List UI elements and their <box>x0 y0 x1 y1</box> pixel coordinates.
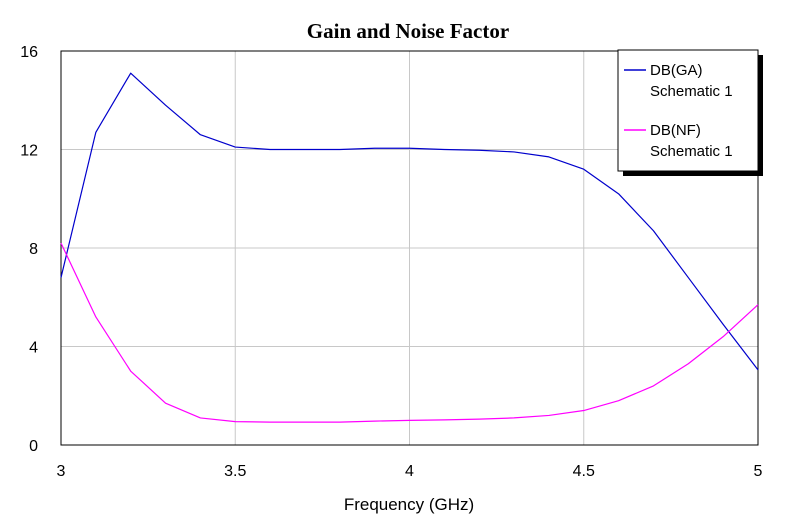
series-layer <box>60 72 759 423</box>
legend: DB(GA) Schematic 1 DB(NF) Schematic 1 <box>617 49 763 176</box>
legend-sublabel-db-ga: Schematic 1 <box>650 83 733 100</box>
grid <box>61 51 758 445</box>
x-tick-label: 4.5 <box>573 463 595 480</box>
tick-labels: 3 3.5 4 4.5 5 0 4 8 12 16 <box>20 44 762 480</box>
y-tick-label: 12 <box>20 143 38 160</box>
x-axis-label: Frequency (GHz) <box>344 495 474 514</box>
x-tick-label: 3.5 <box>224 463 246 480</box>
chart-title: Gain and Noise Factor <box>307 19 509 43</box>
x-tick-label: 4 <box>405 463 414 480</box>
y-tick-label: 16 <box>20 44 38 61</box>
series-line-db-nf <box>60 242 759 423</box>
plot-border <box>60 50 759 446</box>
legend-label-db-nf: DB(NF) <box>650 122 701 139</box>
y-tick-label: 4 <box>29 340 38 357</box>
legend-sublabel-db-nf: Schematic 1 <box>650 143 733 160</box>
y-tick-label: 0 <box>29 438 38 455</box>
series-line-db-ga <box>60 72 759 371</box>
legend-label-db-ga: DB(GA) <box>650 62 703 79</box>
x-tick-label: 5 <box>754 463 763 480</box>
y-tick-label: 8 <box>29 241 38 258</box>
x-tick-label: 3 <box>57 463 66 480</box>
